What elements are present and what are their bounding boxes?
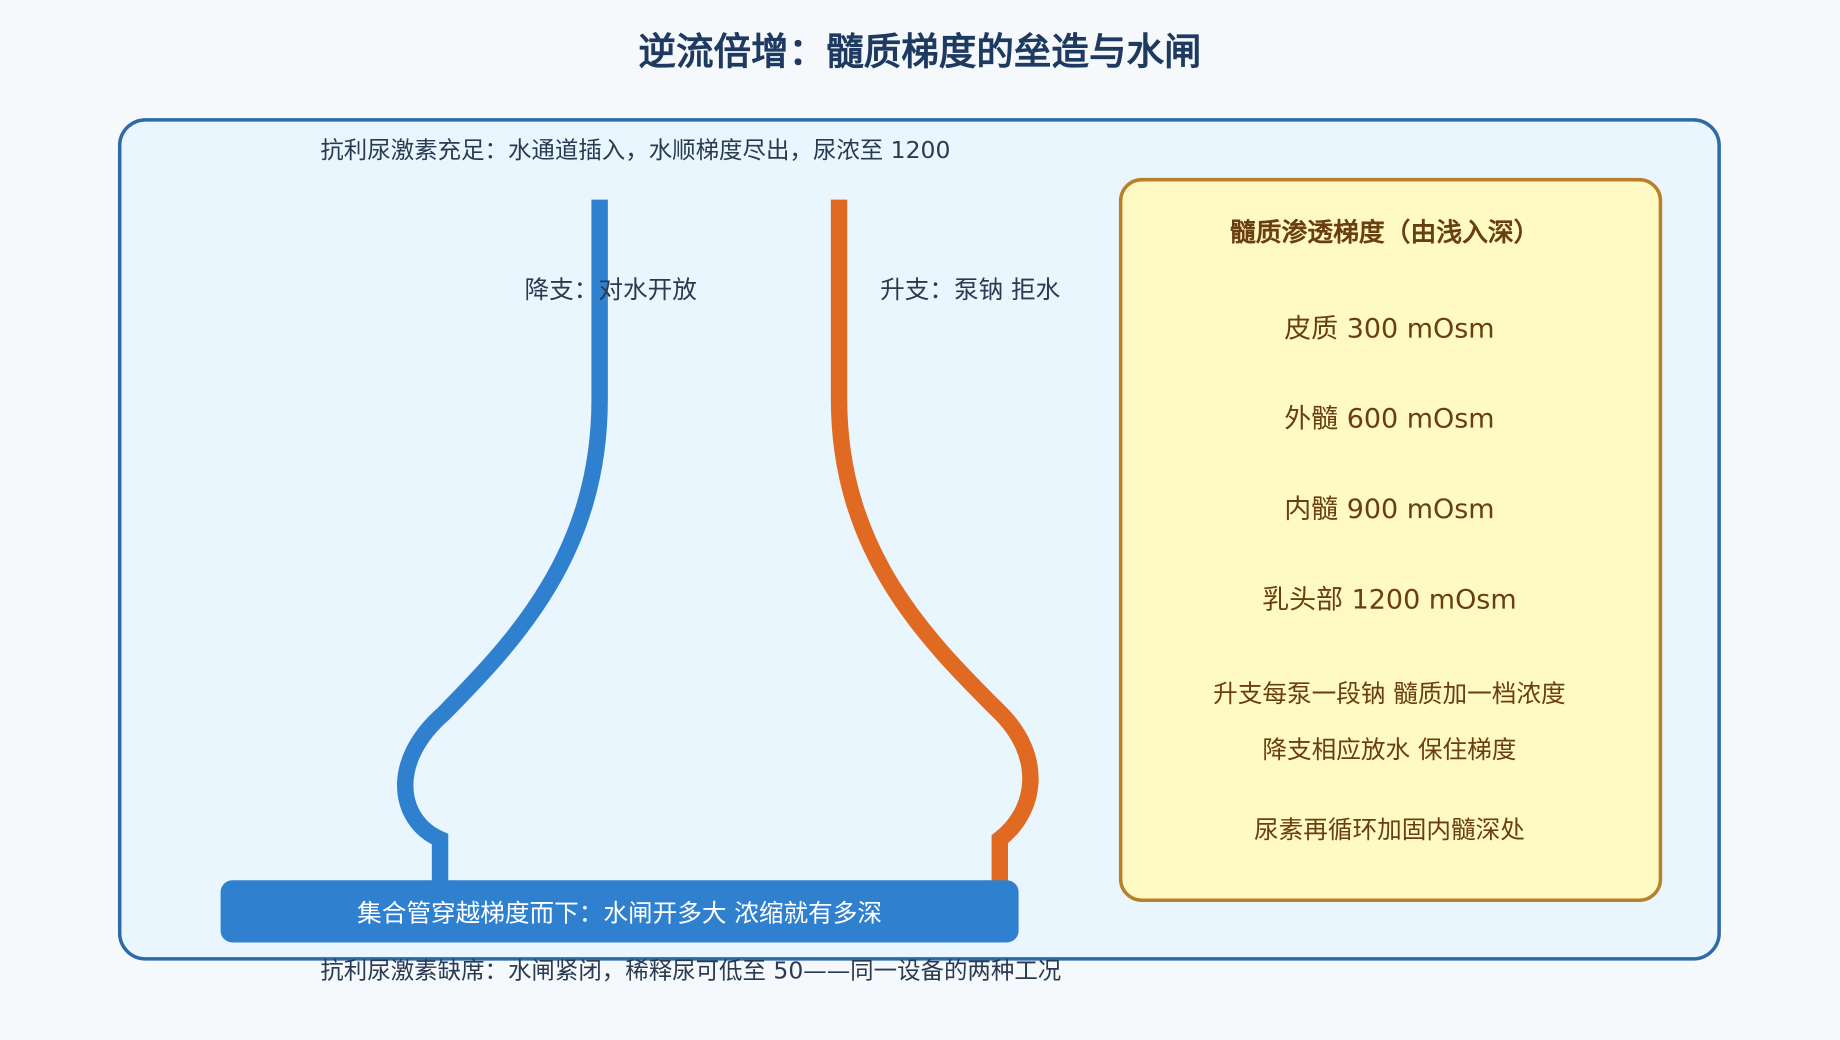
title: 逆流倍增：髓质梯度的垒造与水闸 <box>638 30 1201 74</box>
panel-note: 升支每泵一段钠 髓质加一档浓度 <box>1213 679 1566 708</box>
layer-label: 皮质 300 mOsm <box>1284 313 1494 344</box>
descending-label: 降支：对水开放 <box>525 275 697 304</box>
layer-label: 内髓 900 mOsm <box>1284 494 1494 525</box>
ascending-label: 升支：泵钠 拒水 <box>880 275 1060 304</box>
top-note: 抗利尿激素充足：水通道插入，水顺梯度尽出，尿浓至 1200 <box>320 136 950 164</box>
layer-list: 皮质 300 mOsm 外髓 600 mOsm 内髓 900 mOsm 乳头部 120… <box>1262 313 1517 615</box>
descending-limb <box>397 199 608 883</box>
ascending-limb <box>830 199 1039 883</box>
bottom-note: 抗利尿激素缺席：水闸紧闭，稀释尿可低至 50——同一设备的两种工况 <box>320 956 1061 984</box>
panel-note: 降支相应放水 保住梯度 <box>1262 735 1516 764</box>
layer-label: 乳头部 1200 mOsm <box>1262 584 1517 615</box>
collecting-duct-label: 集合管穿越梯度而下：水闸开多大 浓缩就有多深 <box>357 898 882 927</box>
collecting-duct <box>220 880 1019 943</box>
layer-label: 外髓 600 mOsm <box>1284 404 1494 435</box>
panel-note: 尿素再循环加固内髓深处 <box>1254 815 1525 844</box>
panel-title: 髓质渗透梯度（由浅入深） <box>1230 217 1540 248</box>
gradient-panel <box>1118 177 1663 902</box>
